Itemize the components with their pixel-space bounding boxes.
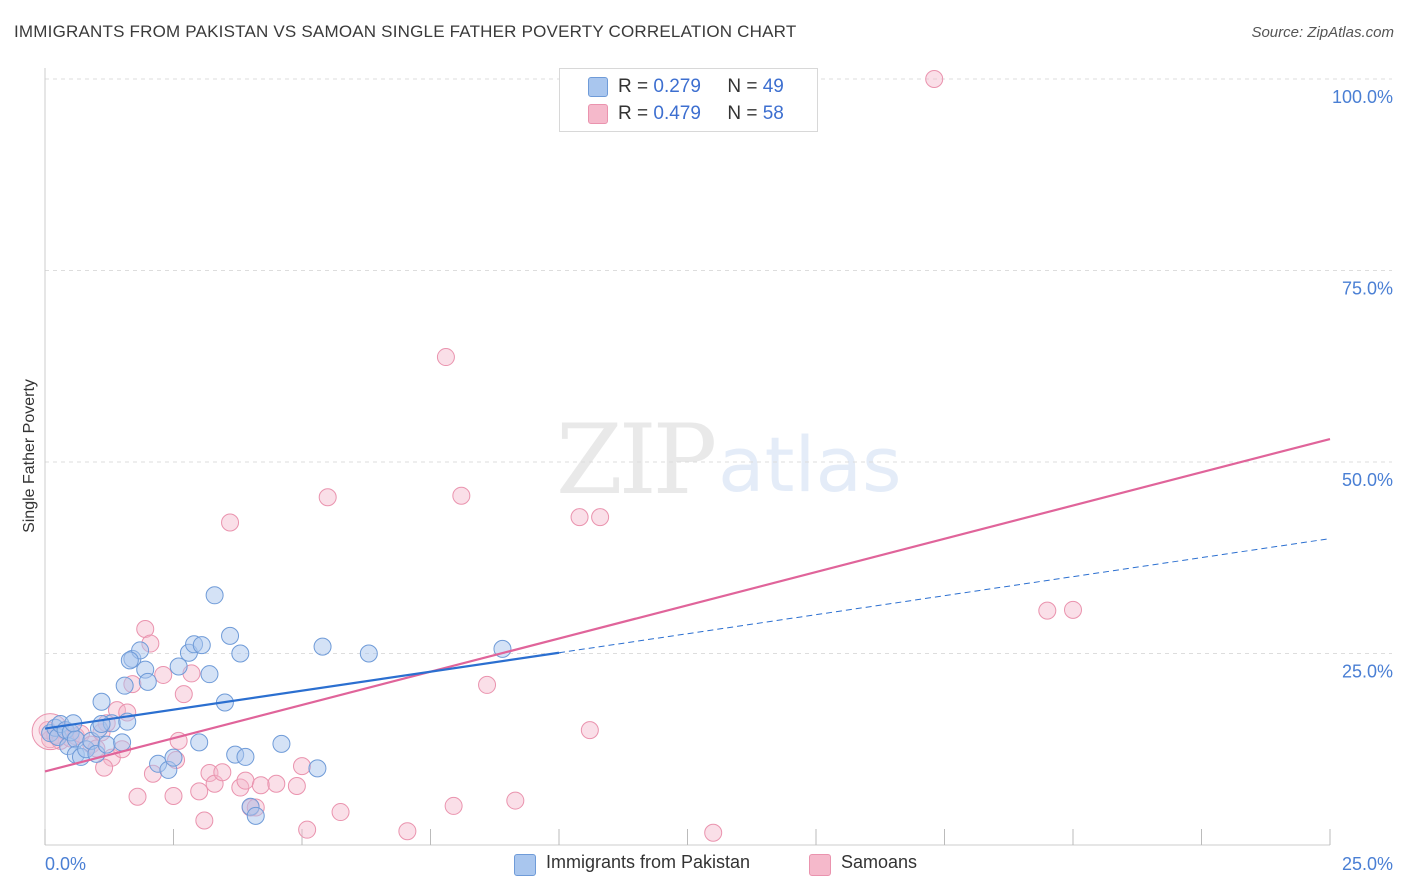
axis-labels: 25.0% 50.0% 75.0% 100.0% 0.0% 25.0% Single Fat… [21, 87, 1393, 874]
x-tick-label: 0.0% [45, 854, 86, 874]
y-tick-label: 25.0% [1342, 662, 1393, 682]
legend-swatch-pink [588, 104, 608, 124]
pakistan-point [97, 735, 116, 754]
samoans-point [591, 508, 610, 527]
samoans-point [136, 619, 155, 638]
legend-r-label: R = [618, 103, 649, 124]
y-tick-label: 50.0% [1342, 470, 1393, 490]
pakistan-point [359, 644, 378, 663]
samoans-point [704, 823, 723, 842]
legend-r-label: R = [618, 76, 649, 97]
correlation-legend: R = 0.279 N = 49 R = 0.479 N = 58 [559, 68, 818, 132]
samoans-point [221, 513, 240, 532]
bottom-legend-swatch-pink [809, 854, 831, 876]
samoans-point [444, 796, 463, 815]
legend-n-value: 49 [762, 76, 784, 97]
samoans-point [236, 771, 255, 790]
pakistan-point [92, 714, 111, 733]
pakistan-trend-extension [558, 538, 1331, 654]
bottom-legend-label-samoans: Samoans [841, 852, 918, 872]
samoans-point [478, 675, 497, 694]
pakistan-point [92, 692, 111, 711]
chart-title: IMMIGRANTS FROM PAKISTAN VS SAMOAN SINGL… [14, 22, 797, 41]
samoans-point [331, 803, 350, 822]
pakistan-point [313, 637, 332, 656]
samoans-point [298, 820, 317, 839]
bottom-legend-label-pakistan: Immigrants from Pakistan [546, 852, 751, 872]
samoans-point [200, 763, 219, 782]
samoans-point [95, 758, 114, 777]
x-tick-label: 25.0% [1342, 854, 1393, 874]
samoans-point [318, 488, 337, 507]
samoans-point [195, 811, 214, 830]
watermark-atlas: atlas [718, 420, 902, 509]
samoans-point [287, 777, 306, 796]
samoans-point [293, 757, 311, 776]
pakistan-point [164, 748, 183, 767]
pakistan-point [192, 636, 211, 655]
samoans-point [190, 782, 209, 801]
pakistan-point [138, 672, 157, 691]
samoans-point [1038, 601, 1057, 620]
pakistan-point [200, 665, 219, 684]
pakistan-point [115, 676, 134, 695]
pakistan-point [272, 734, 291, 753]
legend-row-pakistan: R = 0.279 N = 49 [560, 73, 817, 99]
samoans-point [1064, 600, 1082, 619]
samoans-points [31, 70, 1082, 842]
legend-r-value: 0.479 [653, 103, 701, 124]
pakistan-point [308, 759, 327, 778]
legend-r-value: 0.279 [653, 76, 701, 97]
trend-lines [44, 437, 1331, 773]
legend-swatch-blue [588, 77, 608, 97]
source-label: Source: ZipAtlas.com [1251, 24, 1394, 41]
pakistan-point [231, 644, 250, 663]
axes [44, 68, 1331, 846]
samoans-point [580, 721, 599, 740]
legend-n-label: N = [727, 76, 758, 97]
pakistan-point [221, 626, 240, 645]
pakistan-trend-line [44, 651, 560, 730]
pakistan-point [246, 806, 265, 825]
samoans-point [267, 774, 286, 793]
samoans-point [213, 763, 232, 782]
grid-lines [45, 78, 1392, 654]
samoans-point [154, 665, 173, 684]
samoans-point [174, 685, 193, 704]
y-axis-title: Single Father Poverty [21, 379, 38, 533]
samoans-point [436, 348, 455, 367]
samoans-point [506, 791, 525, 810]
y-tick-label: 100.0% [1332, 87, 1393, 107]
samoans-point [452, 486, 471, 505]
samoans-point [570, 508, 589, 527]
pakistan-point [205, 586, 224, 605]
samoans-point [164, 786, 183, 805]
legend-n-value: 58 [762, 103, 784, 124]
samoans-point [128, 787, 147, 806]
samoans-point [925, 70, 944, 88]
watermark-zip: ZIP [556, 404, 717, 516]
legend-n-label: N = [727, 103, 758, 124]
pakistan-point [120, 651, 139, 670]
legend-row-samoans: R = 0.479 N = 58 [560, 100, 817, 126]
pakistan-point [236, 747, 255, 766]
y-tick-label: 75.0% [1342, 279, 1393, 299]
pakistan-point [113, 733, 132, 752]
samoans-trend-line [44, 437, 1331, 773]
samoans-point [251, 776, 270, 795]
samoans-point [398, 822, 417, 841]
pakistan-point [169, 657, 188, 676]
pakistan-point [190, 733, 209, 752]
bottom-legend-swatch-blue [514, 854, 536, 876]
